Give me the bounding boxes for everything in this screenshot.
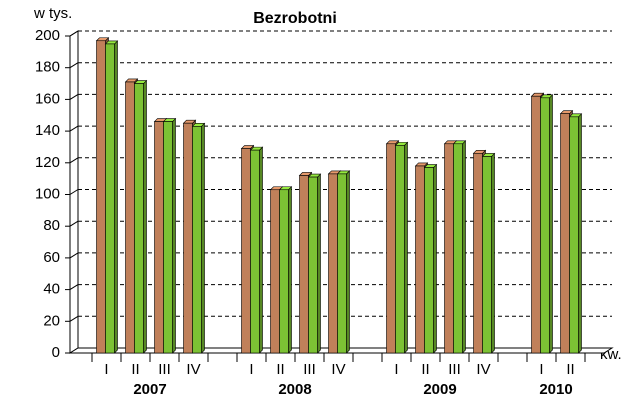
bar bbox=[415, 165, 425, 354]
bar-side bbox=[172, 117, 176, 354]
bar-side bbox=[433, 163, 437, 354]
grid-line bbox=[69, 220, 79, 227]
bar bbox=[453, 143, 463, 354]
bar bbox=[125, 81, 135, 354]
x-tick-label: III bbox=[158, 361, 171, 378]
y-tick-label: 40 bbox=[43, 281, 60, 298]
x-tick-label: II bbox=[276, 361, 284, 378]
bar bbox=[279, 189, 289, 354]
bar bbox=[560, 113, 570, 354]
bar-side bbox=[578, 113, 582, 354]
grid-line bbox=[69, 315, 79, 322]
x-tick-label: III bbox=[448, 361, 461, 378]
bar-side bbox=[491, 152, 495, 354]
x-tick-label: II bbox=[131, 361, 139, 378]
x-tick-label: II bbox=[421, 361, 429, 378]
bar bbox=[540, 97, 550, 354]
group-label: 2009 bbox=[423, 381, 456, 398]
bar-side bbox=[317, 173, 321, 354]
grid-line bbox=[69, 284, 79, 291]
bar bbox=[154, 121, 164, 354]
x-tick-label: I bbox=[104, 361, 108, 378]
y-tick-label: 180 bbox=[35, 59, 60, 76]
bar bbox=[337, 173, 347, 354]
bar bbox=[569, 116, 579, 354]
bar bbox=[328, 173, 338, 354]
y-tick-label: 60 bbox=[43, 249, 60, 266]
x-tick-label: III bbox=[303, 361, 316, 378]
x-tick-label: II bbox=[566, 361, 574, 378]
bar-side bbox=[462, 140, 466, 354]
grid-line bbox=[69, 30, 79, 37]
grid-line bbox=[69, 157, 79, 164]
bar bbox=[96, 40, 106, 354]
y-axis-label: w tys. bbox=[33, 5, 72, 22]
bar bbox=[482, 156, 492, 354]
bar bbox=[444, 143, 454, 354]
y-tick-label: 120 bbox=[35, 154, 60, 171]
bar-side bbox=[404, 141, 408, 354]
bar-side bbox=[143, 79, 147, 354]
y-tick-label: 160 bbox=[35, 90, 60, 107]
y-tick-label: 200 bbox=[35, 27, 60, 44]
bar bbox=[386, 143, 396, 354]
x-tick-label: IV bbox=[476, 361, 490, 378]
bar bbox=[308, 176, 318, 354]
bar-side bbox=[114, 40, 118, 354]
bar-side bbox=[549, 94, 553, 354]
bar bbox=[192, 126, 202, 354]
bar bbox=[183, 122, 193, 354]
x-tick-label: I bbox=[539, 361, 543, 378]
y-tick-label: 100 bbox=[35, 185, 60, 202]
bar bbox=[241, 148, 251, 354]
bar bbox=[270, 189, 280, 354]
bar bbox=[531, 95, 541, 354]
y-tick-label: 0 bbox=[52, 344, 60, 361]
x-tick-label: I bbox=[249, 361, 253, 378]
bar bbox=[250, 149, 260, 354]
y-tick-label: 20 bbox=[43, 312, 60, 329]
x-tick-label: I bbox=[394, 361, 398, 378]
group-label: 2008 bbox=[278, 381, 311, 398]
grid-line bbox=[69, 189, 79, 195]
bar-side bbox=[288, 186, 292, 354]
x-tick-label: IV bbox=[186, 361, 200, 378]
bar bbox=[473, 152, 483, 354]
x-tick-label: IV bbox=[331, 361, 345, 378]
grid-line bbox=[69, 93, 79, 100]
bar-side bbox=[346, 170, 350, 354]
y-tick-label: 140 bbox=[35, 122, 60, 139]
bar bbox=[134, 83, 144, 354]
group-label: 2010 bbox=[539, 381, 572, 398]
bar bbox=[163, 121, 173, 354]
group-label: 2007 bbox=[133, 381, 166, 398]
grid-line bbox=[69, 252, 79, 259]
bar bbox=[105, 43, 115, 354]
bar-side bbox=[201, 122, 205, 354]
grid-line bbox=[69, 125, 79, 132]
grid-line bbox=[69, 62, 79, 69]
bar bbox=[395, 145, 405, 354]
y-tick-label: 80 bbox=[43, 217, 60, 234]
bar bbox=[424, 167, 434, 354]
chart-title: Bezrobotni bbox=[253, 10, 337, 27]
bar-side bbox=[259, 146, 263, 354]
bar bbox=[299, 175, 309, 354]
